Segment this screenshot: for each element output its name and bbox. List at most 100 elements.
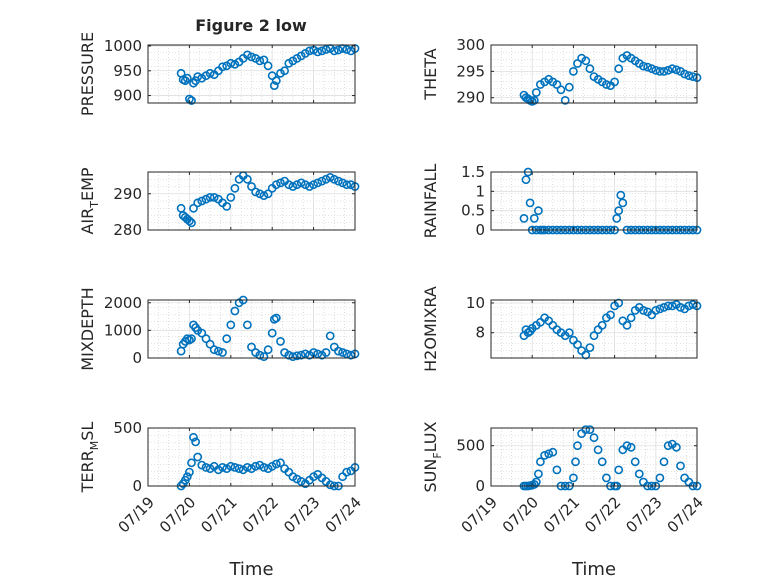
y-axis-label: MIXDEPTH xyxy=(78,287,97,370)
data-point xyxy=(242,320,252,330)
y-tick-label: 1000 xyxy=(104,321,142,339)
data-point xyxy=(187,96,196,105)
y-axis-label: PRESSURE xyxy=(78,32,97,116)
data-point xyxy=(663,301,673,311)
data-point xyxy=(191,437,200,447)
data-point xyxy=(259,352,269,361)
panel-mixdepth: 0 1000 2000 MIXDEPTH xyxy=(78,287,360,371)
data-point xyxy=(276,458,285,468)
data-point xyxy=(618,198,628,208)
y-tick-label: 10 xyxy=(466,294,485,312)
data-point xyxy=(342,180,352,190)
data-point xyxy=(247,182,256,191)
data-point xyxy=(338,178,347,188)
data-point xyxy=(569,473,578,483)
y-axis-label: THETA xyxy=(421,48,440,100)
data-point xyxy=(292,351,302,361)
data-point xyxy=(300,180,310,190)
data-point xyxy=(589,331,599,341)
axes-frame xyxy=(490,171,698,231)
data-point xyxy=(280,66,289,76)
data-point xyxy=(552,80,562,89)
minor-grid xyxy=(491,428,697,486)
data-point xyxy=(659,67,669,76)
data-point xyxy=(626,442,636,452)
data-point xyxy=(667,64,677,74)
y-axis-label: SUNFLUX xyxy=(421,421,444,492)
y-axis-label-rest: EMP xyxy=(78,167,97,201)
data-point xyxy=(672,442,681,452)
y-tick-label: 0 xyxy=(132,349,142,367)
data-point xyxy=(614,64,624,74)
panel-terr_msl: 0500TERRMSL07/1907/2007/2107/2207/2307/2… xyxy=(78,419,365,580)
data-point xyxy=(659,457,669,467)
data-point xyxy=(630,457,640,467)
x-axis-label: Time xyxy=(571,559,616,580)
data-point xyxy=(296,350,306,360)
data-point xyxy=(338,348,347,357)
axes-frame xyxy=(147,427,356,487)
data-point xyxy=(525,198,535,208)
data-point xyxy=(602,473,611,483)
y-tick-label: 0.5 xyxy=(461,202,485,220)
data-point xyxy=(614,206,624,216)
data-point xyxy=(182,472,192,482)
data-point xyxy=(255,350,265,360)
data-point xyxy=(201,194,211,204)
figure-title: Figure 2 low xyxy=(195,16,307,35)
y-tick-label: 2000 xyxy=(104,294,142,312)
y-axis-label-rest: SL xyxy=(78,422,97,441)
data-point xyxy=(189,78,198,88)
data-point xyxy=(230,306,240,316)
data-point xyxy=(189,203,198,213)
data-point xyxy=(342,45,352,54)
data-point xyxy=(271,313,281,323)
data-point xyxy=(247,342,256,352)
minor-grid xyxy=(491,300,697,358)
data-point xyxy=(263,345,273,355)
axes-frame xyxy=(147,171,356,231)
axes-frame xyxy=(490,299,698,359)
data-point xyxy=(342,467,352,477)
data-point xyxy=(197,328,207,338)
y-axis-label-main: RAINFALL xyxy=(421,164,440,239)
data-point xyxy=(614,465,624,475)
data-point xyxy=(560,96,570,105)
data-series-air_temp xyxy=(176,171,360,228)
data-point xyxy=(585,343,595,352)
major-grid xyxy=(491,172,697,230)
data-point xyxy=(292,180,302,190)
data-point xyxy=(556,85,566,95)
data-point xyxy=(193,198,203,208)
y-tick-label: 1000 xyxy=(104,37,142,55)
minor-grid xyxy=(148,300,355,358)
data-point xyxy=(317,176,327,186)
y-tick-label: 0 xyxy=(475,221,485,239)
data-point xyxy=(639,305,648,315)
y-axis-label-main: H2OMIXRA xyxy=(421,286,440,372)
data-series-h2omixra xyxy=(519,298,702,360)
data-point xyxy=(230,462,240,472)
data-point xyxy=(226,58,236,68)
data-point xyxy=(305,182,314,191)
panel-theta: 290 295 300 THETA xyxy=(421,36,702,107)
data-point xyxy=(329,174,339,184)
data-point xyxy=(187,334,196,344)
tick-marks xyxy=(490,44,698,103)
y-axis-label-main: MIXDEPTH xyxy=(78,287,97,370)
data-point xyxy=(276,178,285,188)
data-point xyxy=(564,328,574,338)
y-axis-label-subscript: M xyxy=(88,441,101,451)
data-point xyxy=(684,71,694,80)
y-tick-label: 950 xyxy=(113,62,142,80)
data-point xyxy=(263,61,273,71)
data-point xyxy=(663,441,673,451)
y-axis-label-main: THETA xyxy=(421,48,440,100)
data-point xyxy=(288,352,298,361)
data-point xyxy=(647,64,657,74)
y-axis-label-main: AIR xyxy=(78,208,97,235)
data-point xyxy=(569,67,578,76)
data-point xyxy=(573,441,582,451)
data-point xyxy=(676,461,685,471)
